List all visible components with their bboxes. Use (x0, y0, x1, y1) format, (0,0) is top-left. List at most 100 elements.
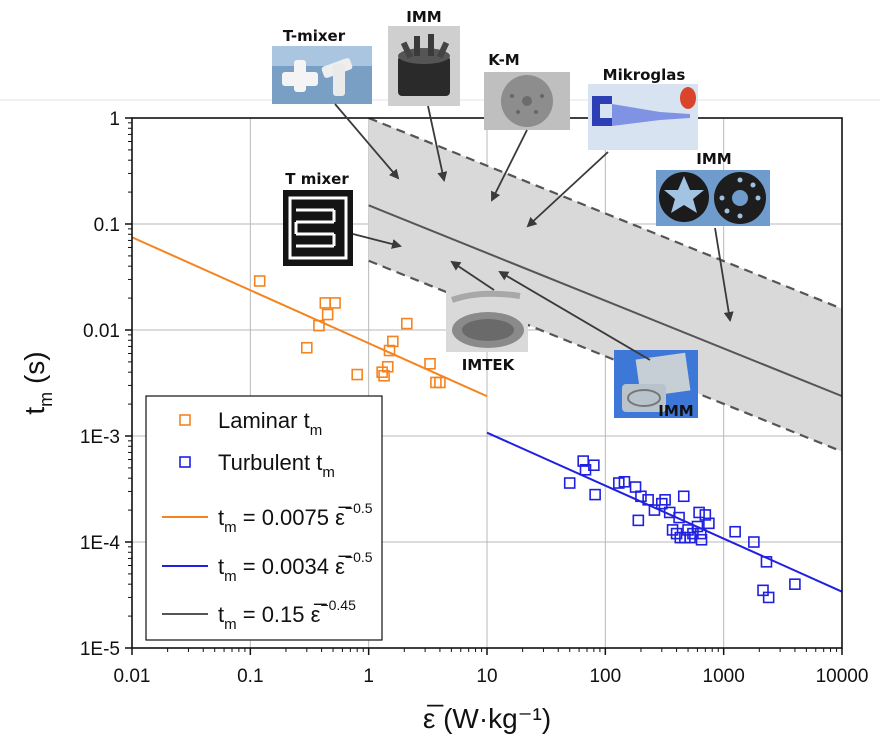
arrow (352, 233, 402, 249)
data-point-turbulent (588, 459, 600, 472)
data-point-turbulent (670, 527, 683, 540)
data-point-laminar (387, 335, 399, 348)
label-imm-bottom: IMM (658, 402, 693, 420)
x-tick-label: 100 (589, 666, 621, 687)
photo-imm-bottom (614, 350, 698, 418)
data-point-laminar (378, 369, 390, 382)
y-tick-label: 1E-5 (80, 639, 120, 660)
label-imtek: IMTEK (462, 356, 516, 374)
band-upper-edge (368, 116, 843, 310)
arrow (714, 227, 734, 322)
data-point-turbulent (642, 494, 654, 506)
data-point-turbulent (673, 511, 685, 524)
photo-k-m (484, 72, 570, 130)
label-t-mixer: T-mixer (283, 27, 346, 45)
arrow (450, 260, 495, 291)
data-point-turbulent (655, 497, 668, 510)
legend: Laminar tm Turbulent tm tm = 0.0075 ε̅−0.5… (145, 395, 383, 641)
photo-imm-top (388, 26, 460, 106)
data-point-turbulent (760, 556, 773, 568)
data-point-laminar (313, 319, 325, 332)
photo-imtek (446, 290, 528, 352)
data-point-turbulent (693, 506, 705, 519)
legend-label: tm = 0.15 ε̅−0.45 (218, 597, 356, 633)
data-point-laminar (319, 297, 332, 309)
band-area (368, 118, 842, 452)
data-point-laminar (381, 360, 394, 373)
data-point-laminar (424, 357, 436, 370)
x-axis-title: ε̅ (W·kg⁻¹) (423, 703, 551, 734)
x-tick-label: 1000 (703, 666, 745, 687)
fit-line-2 (368, 204, 843, 398)
y-tick-label: 0.01 (83, 321, 120, 342)
mixer-photos (272, 26, 770, 418)
data-point-turbulent (677, 490, 690, 503)
legend-label: tm = 0.0075 ε̅−0.5 (218, 500, 373, 536)
fit-line-0 (131, 236, 488, 398)
y-tick-label: 1 (109, 109, 120, 130)
label-imm-right: IMM (696, 150, 731, 168)
data-point-turbulent (703, 517, 715, 530)
mixer-band (368, 116, 843, 453)
legend-label: Laminar tm (218, 408, 322, 439)
arrow (526, 151, 609, 228)
data-point-turbulent (648, 504, 661, 516)
data-point-turbulent (762, 591, 775, 604)
label-mikroglas: Mikroglas (603, 66, 686, 84)
photo-imm-right (656, 170, 770, 226)
x-tick-label: 0.1 (237, 666, 263, 687)
data-point-turbulent (691, 520, 704, 533)
data-point-turbulent (659, 494, 671, 506)
y-axis-title: tm (s) (19, 351, 56, 414)
x-tick-label: 0.01 (114, 666, 151, 687)
arrow (334, 103, 400, 180)
data-point-turbulent (695, 533, 708, 546)
data-point-turbulent (729, 525, 741, 538)
data-point-laminar (253, 275, 266, 287)
arrows (334, 103, 734, 361)
data-point-turbulent (694, 527, 707, 540)
axes: 0.01 0.1 1 10 100 1000 10000 1E-5 1E-4 1E-3 0.01 0.… (19, 109, 868, 734)
data-point-laminar (351, 368, 363, 381)
data-point-turbulent (699, 509, 712, 521)
y-tick-label: 0.1 (94, 215, 120, 236)
data-point-turbulent (789, 578, 801, 590)
data-point-laminar (329, 297, 341, 309)
x-tick-label: 10000 (816, 666, 869, 687)
arrow (427, 105, 448, 182)
y-tick-label: 1E-3 (80, 427, 120, 448)
legend-marker (179, 414, 191, 426)
data-point-laminar (400, 317, 413, 330)
data-point-laminar (300, 341, 313, 354)
photo-t-mixer-schematic (283, 190, 353, 266)
data-point-turbulent (748, 536, 760, 548)
photo-mikroglas (588, 84, 698, 150)
data-point-laminar (434, 376, 446, 389)
data-point-turbulent (589, 488, 601, 501)
data-point-turbulent (666, 524, 679, 536)
x-tick-label: 1 (363, 666, 374, 687)
label-k-m: K-M (488, 51, 519, 69)
y-tick-label: 1E-4 (80, 533, 121, 554)
data-point-turbulent (635, 490, 647, 503)
data-point-laminar (383, 344, 396, 357)
data-point-turbulent (632, 514, 645, 527)
photo-labels: T-mixer IMM K-M Mikroglas IMM T mixer IM… (283, 8, 732, 420)
label-imm-top: IMM (406, 8, 441, 26)
legend-label: tm = 0.0034 ε̅−0.5 (218, 549, 373, 585)
data-points (253, 275, 801, 604)
photo-t-mixer (272, 46, 372, 104)
arrow (498, 270, 651, 361)
x-tick-label: 10 (476, 666, 497, 687)
legend-label: Turbulent tm (218, 450, 335, 481)
data-point-laminar (430, 376, 442, 389)
data-point-laminar (321, 308, 334, 321)
band-lower-edge (368, 259, 843, 453)
label-t-mixer-schematic: T mixer (285, 170, 349, 188)
arrow (491, 129, 528, 202)
data-point-turbulent (618, 475, 631, 488)
legend-marker (179, 456, 191, 468)
data-point-turbulent (563, 477, 576, 489)
